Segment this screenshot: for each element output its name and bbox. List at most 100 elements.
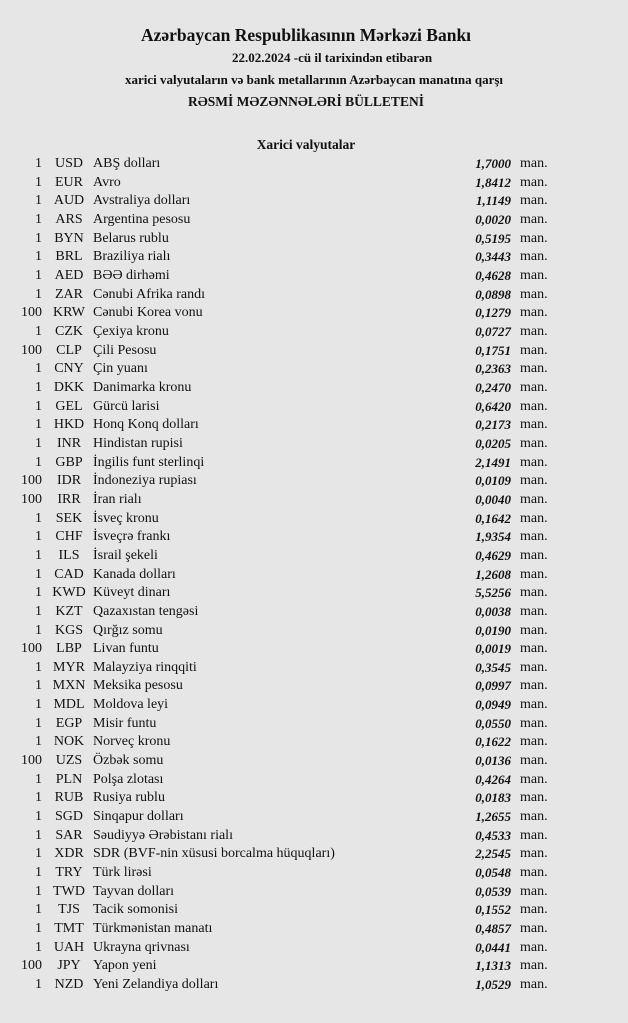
rate-name: Hindistan rupisi	[93, 435, 183, 451]
rate-name: Livan funtu	[93, 641, 159, 657]
rate-nominal: 100	[21, 753, 42, 769]
rate-nominal: 1	[35, 398, 42, 414]
rate-row: 1 EUR Avro 1,8412 man.	[0, 174, 628, 193]
rate-nominal: 1	[35, 174, 42, 190]
rate-unit: man.	[520, 305, 548, 321]
rate-name: Argentina pesosu	[93, 211, 191, 227]
rate-value: 1,7000	[475, 156, 511, 171]
rate-nominal: 1	[35, 902, 42, 918]
rate-unit: man.	[520, 510, 548, 526]
rate-nominal: 1	[35, 510, 42, 526]
rate-row: 1 CAD Kanada dolları 1,2608 man.	[0, 566, 628, 585]
rate-unit: man.	[520, 398, 548, 414]
rate-name: Sinqapur dolları	[93, 809, 184, 825]
rate-name: Honq Konq dolları	[93, 417, 199, 433]
rate-row: 1 KGS Qırğız somu 0,0190 man.	[0, 622, 628, 641]
rate-code: EUR	[55, 174, 83, 190]
rate-unit: man.	[520, 865, 548, 881]
rate-unit: man.	[520, 193, 548, 209]
rate-nominal: 1	[35, 883, 42, 899]
rate-value: 0,3443	[475, 249, 511, 265]
rate-value: 0,0183	[475, 790, 511, 806]
rate-unit: man.	[520, 771, 548, 787]
rate-nominal: 1	[35, 286, 42, 302]
rate-row: 1 MDL Moldova leyi 0,0949 man.	[0, 696, 628, 715]
rate-name: Belarus rublu	[93, 230, 169, 246]
rate-value: 0,0997	[475, 678, 511, 694]
rate-nominal: 1	[35, 697, 42, 713]
rate-nominal: 1	[35, 846, 42, 862]
rate-row: 1 GBP İngilis funt sterlinqi 2,1491 man.	[0, 454, 628, 473]
rate-row: 100 UZS Özbək somu 0,0136 man.	[0, 752, 628, 771]
rate-value: 0,0040	[475, 491, 511, 507]
rate-name: Qırğız somu	[93, 622, 163, 638]
rate-value: 0,2173	[475, 417, 511, 433]
rate-name: Özbək somu	[93, 753, 164, 769]
rate-value: 0,0727	[475, 323, 511, 339]
rate-name: BƏƏ dirhəmi	[93, 267, 170, 283]
rate-unit: man.	[520, 585, 548, 601]
rate-value: 1,1149	[475, 193, 511, 209]
section-heading: Xarici valyutalar	[256, 137, 356, 152]
rate-value: 0,5195	[475, 230, 511, 246]
rate-value: 0,0190	[475, 622, 511, 638]
rate-unit: man.	[520, 342, 548, 358]
rate-nominal: 1	[35, 547, 42, 563]
rate-code: AUD	[53, 193, 85, 209]
rate-value: 1,2608	[475, 566, 511, 582]
rate-code: KGS	[54, 622, 83, 638]
rate-name: Cənubi Afrika randı	[93, 286, 205, 302]
rate-name: Çexiya kronu	[93, 323, 169, 339]
rate-value: 0,4857	[475, 921, 511, 937]
rate-unit: man.	[520, 379, 548, 395]
rate-nominal: 1	[35, 230, 42, 246]
rate-code: MYR	[53, 659, 85, 675]
rate-unit: man.	[520, 883, 548, 899]
bulletin-title: RƏSMİ MƏZƏNNƏLƏRİ BÜLLETENİ	[188, 94, 424, 109]
rate-name: Türk lirəsi	[93, 865, 152, 881]
rate-unit: man.	[520, 715, 548, 731]
rate-unit: man.	[520, 529, 548, 545]
rate-row: 1 TWD Tayvan dolları 0,0539 man.	[0, 883, 628, 902]
rate-code: SGD	[54, 809, 83, 825]
rate-unit: man.	[520, 156, 548, 171]
rate-row: 1 KZT Qazaxıstan tengəsi 0,0038 man.	[0, 603, 628, 622]
rate-code: TJS	[58, 902, 80, 918]
rate-unit: man.	[520, 977, 548, 993]
rate-code: IRR	[57, 491, 81, 507]
rate-name: Gürcü larisi	[93, 398, 160, 414]
rate-name: Misir funtu	[93, 715, 157, 731]
rate-code: NZD	[54, 977, 84, 993]
rate-code: SEK	[55, 510, 83, 526]
subtitle: xarici valyutaların və bank metallarının…	[124, 72, 504, 87]
rate-value: 0,0019	[475, 641, 511, 657]
rate-row: 1 INR Hindistan rupisi 0,0205 man.	[0, 435, 628, 454]
rate-nominal: 1	[35, 977, 42, 993]
rate-row: 1 SEK İsveç kronu 0,1642 man.	[0, 510, 628, 529]
rate-name: İsrail şekeli	[93, 547, 158, 563]
rate-unit: man.	[520, 921, 548, 937]
rate-name: Türkmənistan manatı	[93, 921, 213, 937]
rate-row: 1 SAR Səudiyyə Ərəbistanı rialı 0,4533 man.	[0, 827, 628, 846]
rate-code: LBP	[56, 641, 82, 657]
rate-name: Küveyt dinarı	[93, 585, 171, 601]
rate-value: 1,8412	[475, 174, 511, 190]
rate-value: 1,0529	[475, 977, 511, 993]
rate-row: 1 SGD Sinqapur dolları 1,2655 man.	[0, 808, 628, 827]
rate-unit: man.	[520, 753, 548, 769]
rate-code: BRL	[55, 249, 83, 265]
rate-value: 0,0550	[475, 715, 511, 731]
rate-name: Malayziya rinqqiti	[93, 659, 197, 675]
rate-code: TWD	[53, 883, 85, 899]
rate-row: 100 JPY Yapon yeni 1,1313 man.	[0, 957, 628, 976]
rate-row: 100 IRR İran rialı 0,0040 man.	[0, 491, 628, 510]
rate-nominal: 100	[21, 641, 42, 657]
rate-unit: man.	[520, 622, 548, 638]
rate-value: 0,1622	[475, 734, 511, 750]
rate-nominal: 1	[35, 678, 42, 694]
rate-value: 0,2363	[475, 361, 511, 377]
rate-row: 1 UAH Ukrayna qrivnası 0,0441 man.	[0, 939, 628, 958]
rate-value: 0,4628	[475, 267, 511, 283]
rate-unit: man.	[520, 249, 548, 265]
rate-code: GBP	[55, 454, 83, 470]
